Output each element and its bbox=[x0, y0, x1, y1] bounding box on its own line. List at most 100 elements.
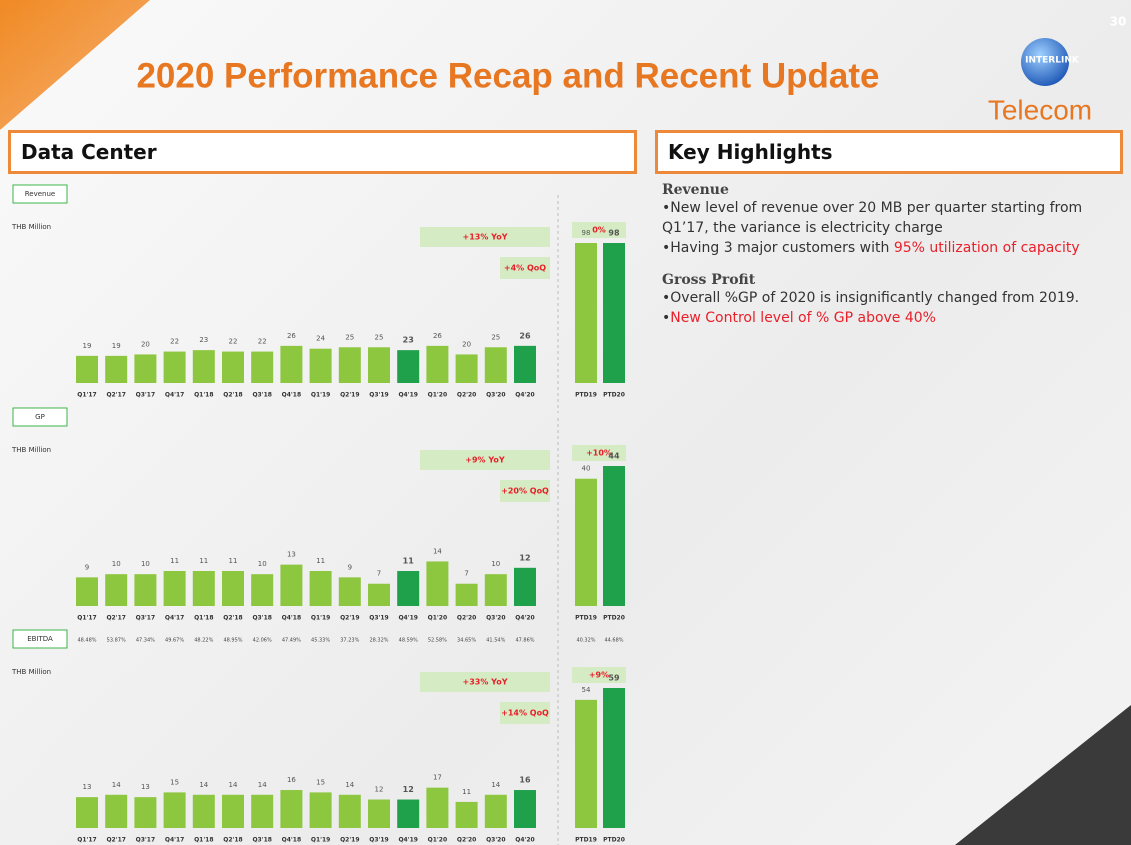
bar bbox=[192, 794, 215, 828]
x-tick-label: Q4'18 bbox=[282, 392, 301, 399]
x-tick-label: Q3'17 bbox=[136, 615, 155, 622]
value-label: 7 bbox=[464, 570, 468, 578]
ratio-value: 48.48% bbox=[77, 638, 96, 644]
value-label: 26 bbox=[519, 331, 531, 340]
value-label: 10 bbox=[141, 560, 150, 568]
bar bbox=[368, 583, 390, 606]
highlight-heading: Revenue bbox=[662, 182, 729, 198]
value-label: 11 bbox=[199, 557, 208, 565]
yoy-annotation-box bbox=[420, 450, 550, 470]
qoq-annotation: +14% QoQ bbox=[501, 709, 549, 718]
x-tick-label: Q2'20 bbox=[457, 615, 476, 622]
bar bbox=[280, 790, 303, 828]
value-label: 12 bbox=[403, 785, 414, 794]
x-tick-label: Q1'17 bbox=[77, 615, 96, 622]
chart-label: EBITDA bbox=[27, 635, 53, 643]
x-tick-label: Q4'19 bbox=[398, 837, 417, 844]
x-tick-label: Q1'19 bbox=[311, 615, 330, 622]
y-axis-label: THB Million bbox=[11, 446, 51, 454]
yoy-annotation-box bbox=[420, 227, 550, 247]
ratio-value: 34.65% bbox=[457, 638, 476, 644]
y-axis-label: THB Million bbox=[11, 223, 51, 231]
bar bbox=[134, 797, 157, 828]
bar bbox=[280, 345, 303, 383]
value-label: 14 bbox=[491, 781, 500, 789]
x-tick-label: Q1'20 bbox=[428, 837, 447, 844]
value-label: 11 bbox=[403, 557, 415, 566]
x-tick-label: PTD20 bbox=[603, 392, 625, 399]
x-tick-label: Q1'18 bbox=[194, 837, 213, 844]
x-tick-label: Q4'19 bbox=[398, 615, 417, 622]
x-tick-label: Q3'18 bbox=[252, 392, 271, 399]
value-label: 17 bbox=[433, 774, 442, 782]
value-label: 11 bbox=[462, 788, 471, 796]
bar bbox=[105, 355, 128, 383]
x-tick-label: Q2'17 bbox=[106, 392, 125, 399]
bar bbox=[251, 351, 274, 383]
bar bbox=[163, 571, 186, 606]
bar bbox=[575, 243, 597, 383]
ratio-value: 47.49% bbox=[282, 638, 301, 644]
bar bbox=[338, 347, 361, 383]
yoy-annotation-box bbox=[420, 672, 550, 692]
ratio-value: 49.67% bbox=[165, 638, 184, 644]
x-tick-label: Q1'20 bbox=[428, 615, 447, 622]
value-label: 40 bbox=[582, 465, 591, 473]
highlight-bullet: Having 3 major customers with 95% utiliz… bbox=[662, 238, 1122, 258]
bar bbox=[603, 243, 625, 383]
qoq-annotation: +4% QoQ bbox=[504, 264, 546, 273]
ratio-value: 47.34% bbox=[136, 638, 155, 644]
bar bbox=[105, 574, 128, 606]
value-label: 16 bbox=[287, 776, 296, 784]
x-tick-label: Q3'19 bbox=[369, 615, 388, 622]
x-tick-label: Q1'17 bbox=[77, 392, 96, 399]
value-label: 13 bbox=[141, 783, 150, 791]
value-label: 13 bbox=[83, 783, 92, 791]
x-tick-label: Q2'18 bbox=[223, 392, 242, 399]
ratio-value: 37.23% bbox=[340, 638, 359, 644]
x-tick-label: Q1'17 bbox=[77, 837, 96, 844]
chart-label-box bbox=[12, 629, 68, 649]
bar bbox=[575, 478, 597, 606]
x-tick-label: Q4'17 bbox=[165, 615, 184, 622]
bar bbox=[484, 794, 507, 828]
bar bbox=[397, 350, 420, 383]
ptd-annotation-box bbox=[572, 222, 626, 238]
bullet-text: Overall %GP of 2020 is insignificantly c… bbox=[670, 290, 1080, 306]
bar bbox=[309, 571, 332, 606]
value-label: 25 bbox=[491, 333, 500, 341]
value-label: 10 bbox=[112, 560, 121, 568]
x-tick-label: Q4'20 bbox=[515, 392, 534, 399]
x-tick-label: PTD19 bbox=[575, 837, 597, 844]
bar bbox=[309, 348, 332, 383]
x-tick-label: Q2'20 bbox=[457, 837, 476, 844]
bar bbox=[397, 571, 420, 606]
logo-globe bbox=[1021, 38, 1069, 86]
bar bbox=[514, 790, 536, 828]
bar bbox=[222, 794, 244, 828]
ratio-value: 45.33% bbox=[311, 638, 330, 644]
x-tick-label: Q2'19 bbox=[340, 392, 359, 399]
qoq-annotation-box bbox=[500, 480, 550, 502]
yoy-annotation: +33% YoY bbox=[463, 678, 508, 687]
ratio-value: 42.06% bbox=[253, 638, 272, 644]
value-label: 22 bbox=[229, 338, 238, 346]
value-label: 23 bbox=[199, 336, 208, 344]
value-label: 23 bbox=[403, 336, 414, 345]
value-label: 13 bbox=[287, 551, 296, 559]
value-label: 98 bbox=[582, 229, 591, 237]
bar bbox=[426, 787, 449, 828]
value-label: 15 bbox=[316, 778, 325, 786]
value-label: 12 bbox=[519, 553, 530, 562]
x-tick-label: Q4'17 bbox=[165, 837, 184, 844]
ratio-value: 48.59% bbox=[399, 638, 418, 644]
x-tick-label: Q3'20 bbox=[486, 837, 505, 844]
value-label: 14 bbox=[433, 547, 442, 555]
x-tick-label: Q4'18 bbox=[282, 615, 301, 622]
bar bbox=[338, 794, 361, 828]
value-label: 11 bbox=[316, 557, 325, 565]
bar bbox=[368, 799, 390, 828]
yoy-annotation: +9% YoY bbox=[465, 456, 505, 465]
